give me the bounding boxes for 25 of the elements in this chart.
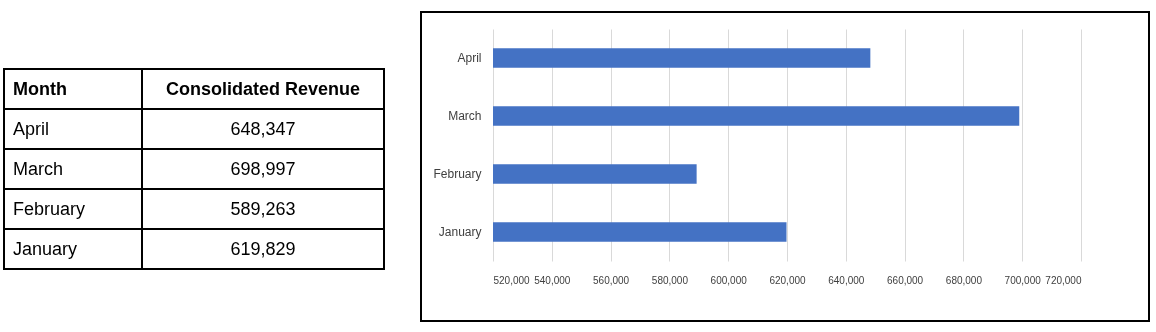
- text: 589,263: [142, 189, 384, 229]
- y-tick-label: April: [457, 51, 482, 65]
- x-tick-label: 600,000: [710, 274, 748, 286]
- x-tick-label: 700,000: [1004, 274, 1042, 286]
- text: March: [4, 149, 142, 189]
- text: February: [4, 189, 142, 229]
- text: January: [4, 229, 142, 269]
- x-tick-label: 520,000: [493, 274, 531, 286]
- x-tick-label: 540,000: [534, 274, 571, 286]
- text: 648,347: [142, 109, 384, 149]
- x-tick-label: 560,000: [593, 274, 630, 286]
- y-tick-label: March: [448, 109, 482, 123]
- y-tick-label: February: [433, 167, 482, 181]
- x-tick-label: 620,000: [769, 274, 807, 286]
- x-tick-label: 720,000: [1045, 274, 1082, 286]
- x-tick-label: 660,000: [887, 274, 924, 286]
- text: April: [4, 109, 142, 149]
- text: Month: [4, 69, 142, 109]
- y-tick-label: January: [438, 225, 482, 239]
- x-tick-label: 640,000: [828, 274, 865, 286]
- text: 619,829: [142, 229, 384, 269]
- text: 698,997: [142, 149, 384, 189]
- x-tick-label: 680,000: [945, 274, 983, 286]
- text: Consolidated Revenue: [142, 69, 384, 109]
- x-tick-label: 580,000: [651, 274, 689, 286]
